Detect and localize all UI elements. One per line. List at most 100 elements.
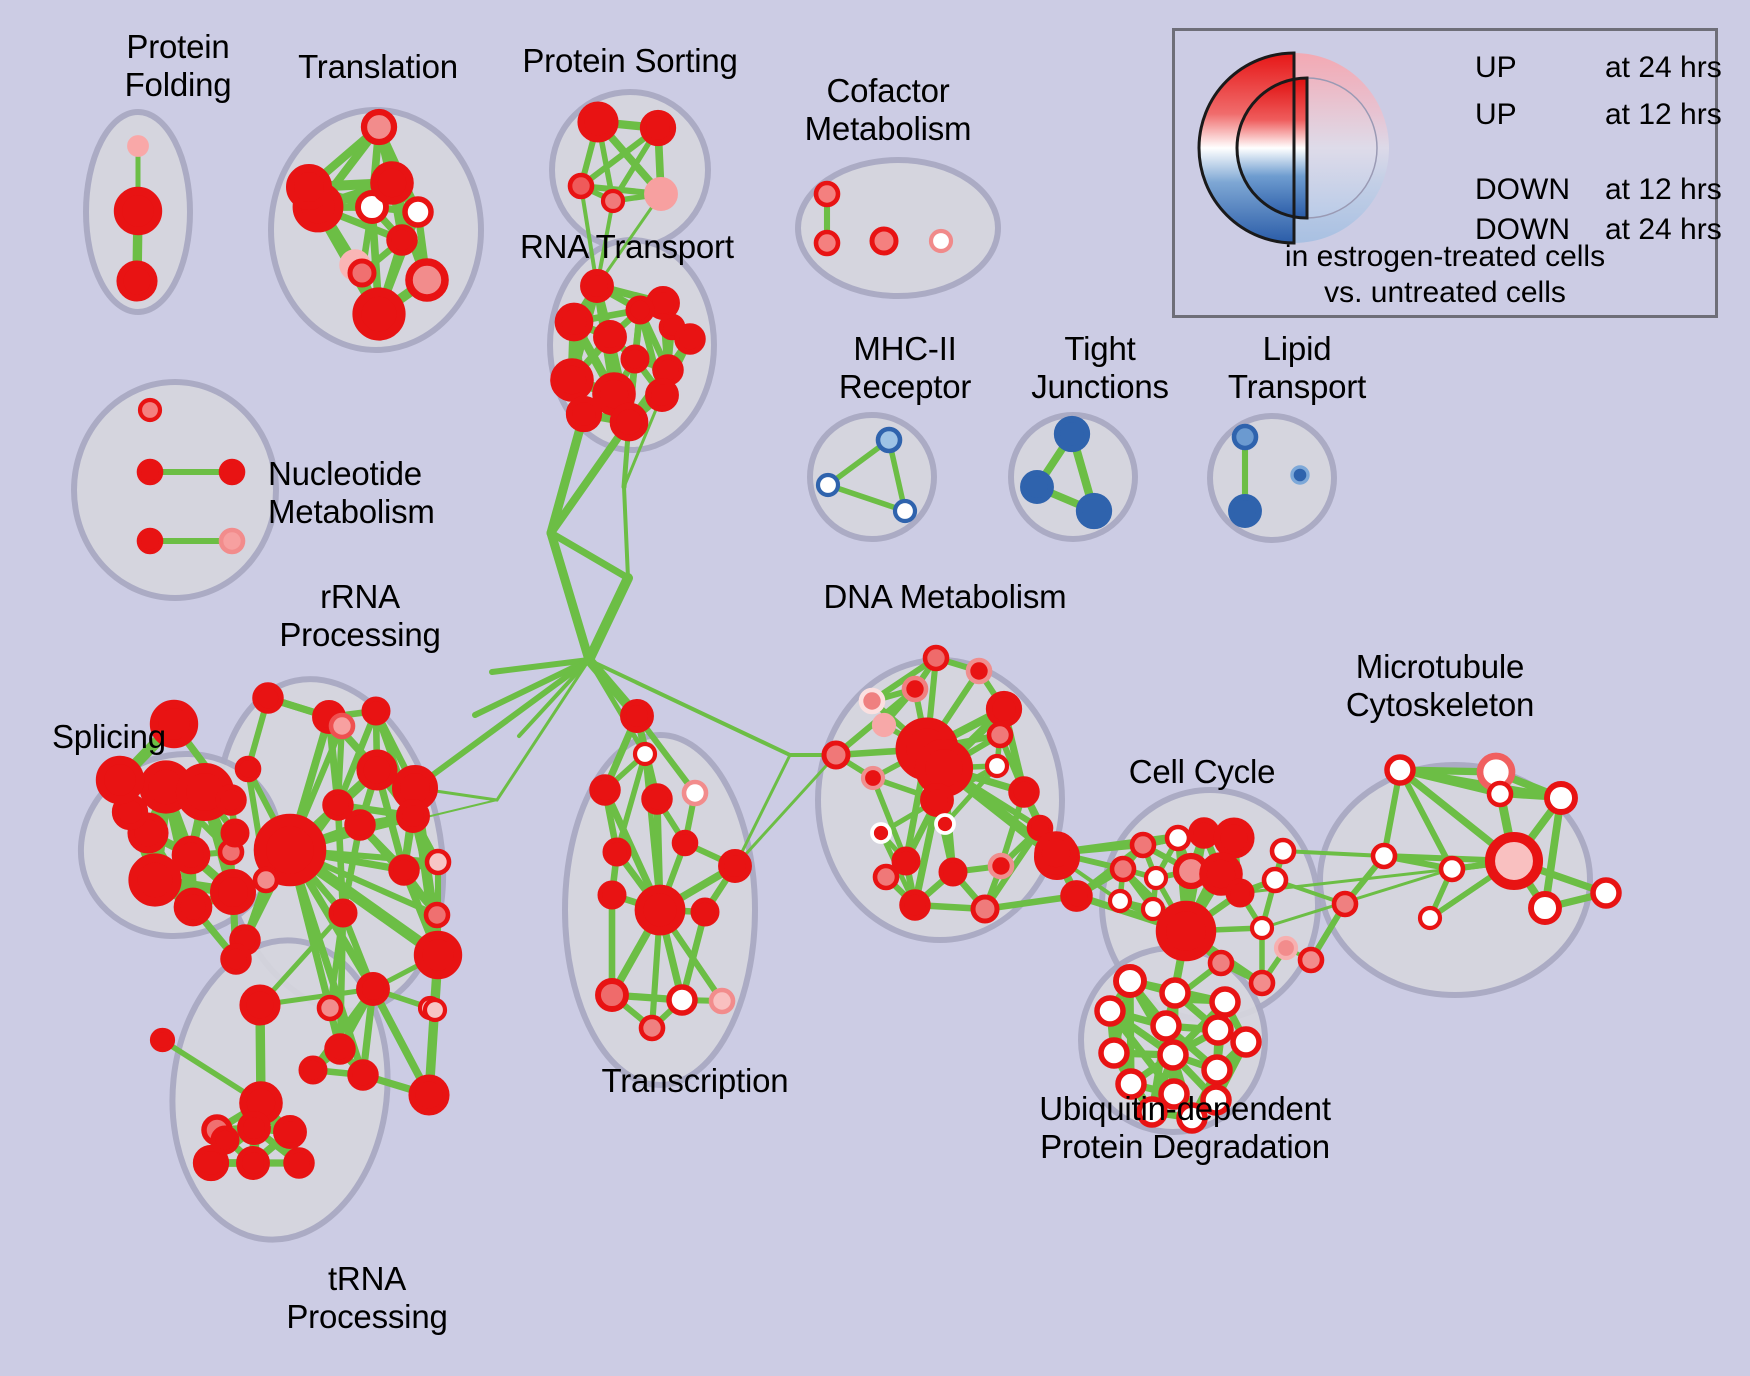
node-ubiquitin-protein-degradation-3[interactable] <box>1094 995 1126 1027</box>
node-ubiquitin-protein-degradation-1[interactable] <box>1159 977 1191 1009</box>
node-trna-processing-8[interactable] <box>210 1125 240 1155</box>
node-rna-transport-11[interactable] <box>645 378 679 412</box>
node-lipid-transport-1[interactable] <box>1228 494 1262 528</box>
node-rrna-processing-21[interactable] <box>316 994 344 1022</box>
node-cell-cycle-13[interactable] <box>1269 837 1297 865</box>
node-protein-folding-1[interactable] <box>113 186 163 236</box>
node-rrna-processing-20[interactable] <box>423 901 451 929</box>
node-transcription-7[interactable] <box>634 884 686 936</box>
node-protein-sorting-2[interactable] <box>567 172 595 200</box>
node-protein-sorting-1[interactable] <box>639 109 677 147</box>
node-protein-sorting-4[interactable] <box>644 177 678 211</box>
node-lipid-transport-2[interactable] <box>1290 465 1310 485</box>
node-microtubule-cytoskeleton-2[interactable] <box>1384 754 1416 786</box>
node-transcription-0[interactable] <box>620 699 654 733</box>
node-dna-metabolism-12[interactable] <box>821 740 851 770</box>
node-trna-processing-9[interactable] <box>149 1027 175 1053</box>
node-transcription-6[interactable] <box>671 829 699 857</box>
node-splicing-7[interactable] <box>215 784 247 816</box>
node-dna-metabolism-11[interactable] <box>920 783 954 817</box>
node-translation-4[interactable] <box>286 164 332 210</box>
node-cell-cycle-12[interactable] <box>1261 866 1289 894</box>
node-rna-transport-2[interactable] <box>625 295 655 325</box>
node-rna-transport-8[interactable] <box>550 358 594 402</box>
node-dna-metabolism-7[interactable] <box>985 690 1023 728</box>
node-trna-processing-7[interactable] <box>283 1147 315 1179</box>
node-cell-cycle-17[interactable] <box>1273 935 1299 961</box>
node-transcription-13[interactable] <box>708 987 736 1015</box>
node-mhc-ii-receptor-0[interactable] <box>875 426 903 454</box>
node-cofactor-metabolism-0[interactable] <box>813 180 841 208</box>
node-rna-transport-12[interactable] <box>565 395 603 433</box>
node-rrna-processing-26[interactable] <box>408 1074 450 1116</box>
node-cell-cycle-2[interactable] <box>1188 817 1220 849</box>
node-rna-transport-7[interactable] <box>620 344 650 374</box>
node-rrna-processing-9[interactable] <box>322 789 354 821</box>
node-protein-sorting-0[interactable] <box>577 101 619 143</box>
node-trna-processing-5[interactable] <box>192 1144 230 1182</box>
node-rrna-processing-11[interactable] <box>396 799 430 833</box>
node-dna-metabolism-15[interactable] <box>1008 776 1040 808</box>
node-dna-metabolism-20[interactable] <box>938 857 968 887</box>
node-rrna-processing-14[interactable] <box>388 854 420 886</box>
node-dna-metabolism-17[interactable] <box>987 852 1015 880</box>
node-rrna-processing-25[interactable] <box>347 1059 379 1091</box>
node-transcription-11[interactable] <box>595 978 629 1012</box>
node-trna-processing-4[interactable] <box>273 1115 307 1149</box>
node-protein-sorting-3[interactable] <box>600 188 626 214</box>
node-protein-folding-2[interactable] <box>116 260 158 302</box>
node-translation-5[interactable] <box>370 161 414 205</box>
node-translation-3[interactable] <box>402 196 434 228</box>
node-dna-metabolism-3[interactable] <box>871 712 897 738</box>
node-trna-processing-3[interactable] <box>237 1111 271 1145</box>
node-trna-processing-0[interactable] <box>239 984 281 1026</box>
node-transcription-4[interactable] <box>681 779 709 807</box>
node-tight-junctions-0[interactable] <box>1053 415 1091 453</box>
node-ubiquitin-protein-degradation-14[interactable] <box>1176 1102 1208 1134</box>
node-dna-metabolism-13[interactable] <box>870 822 892 844</box>
node-translation-8[interactable] <box>347 258 377 288</box>
node-dna-metabolism-9[interactable] <box>984 753 1010 779</box>
node-cell-cycle-0[interactable] <box>1129 831 1157 859</box>
node-cell-cycle-8[interactable] <box>1107 888 1133 914</box>
node-rna-transport-6[interactable] <box>593 320 627 354</box>
node-dna-metabolism-18[interactable] <box>891 846 921 876</box>
node-ubiquitin-protein-degradation-6[interactable] <box>1230 1026 1262 1058</box>
node-cell-cycle-15[interactable] <box>1207 949 1235 977</box>
node-rrna-processing-4[interactable] <box>328 712 356 740</box>
node-rrna-processing-6[interactable] <box>234 755 262 783</box>
node-ubiquitin-protein-degradation-11[interactable] <box>1158 1078 1190 1110</box>
node-cofactor-metabolism-2[interactable] <box>869 226 899 256</box>
node-translation-6[interactable] <box>386 224 418 256</box>
node-ubiquitin-protein-degradation-8[interactable] <box>1157 1039 1189 1071</box>
node-microtubule-cytoskeleton-10[interactable] <box>1331 890 1359 918</box>
node-cell-cycle-11[interactable] <box>1225 878 1255 908</box>
node-splicing-9[interactable] <box>210 869 256 915</box>
node-rrna-processing-10[interactable] <box>344 809 376 841</box>
node-translation-9[interactable] <box>405 258 449 302</box>
node-cell-cycle-16[interactable] <box>1248 969 1276 997</box>
node-rna-transport-3[interactable] <box>554 302 594 342</box>
node-nucleotide-metabolism-3[interactable] <box>136 527 164 555</box>
node-ubiquitin-protein-degradation-5[interactable] <box>1202 1014 1234 1046</box>
node-dna-metabolism-2[interactable] <box>965 657 993 685</box>
node-rrna-processing-18[interactable] <box>422 997 448 1023</box>
node-rrna-processing-23[interactable] <box>298 1055 328 1085</box>
node-transcription-8[interactable] <box>597 880 627 910</box>
node-splicing-6[interactable] <box>128 853 182 907</box>
node-dna-metabolism-1[interactable] <box>922 644 950 672</box>
node-ubiquitin-protein-degradation-12[interactable] <box>1200 1084 1232 1116</box>
node-transcription-1[interactable] <box>632 741 658 767</box>
node-cell-cycle-3[interactable] <box>1213 817 1255 859</box>
node-transcription-14[interactable] <box>638 1014 666 1042</box>
node-dna-metabolism-0[interactable] <box>858 687 886 715</box>
node-rrna-processing-15[interactable] <box>356 972 390 1006</box>
node-dna-metabolism-22[interactable] <box>970 894 1000 924</box>
node-ubiquitin-protein-degradation-4[interactable] <box>1150 1010 1182 1042</box>
node-transcription-9[interactable] <box>690 897 720 927</box>
node-cell-cycle-1[interactable] <box>1164 824 1192 852</box>
node-ubiquitin-protein-degradation-2[interactable] <box>1209 986 1241 1018</box>
node-microtubule-cytoskeleton-3[interactable] <box>1544 781 1578 815</box>
node-cell-cycle-14[interactable] <box>1249 915 1275 941</box>
node-cell-cycle-9[interactable] <box>1140 896 1166 922</box>
